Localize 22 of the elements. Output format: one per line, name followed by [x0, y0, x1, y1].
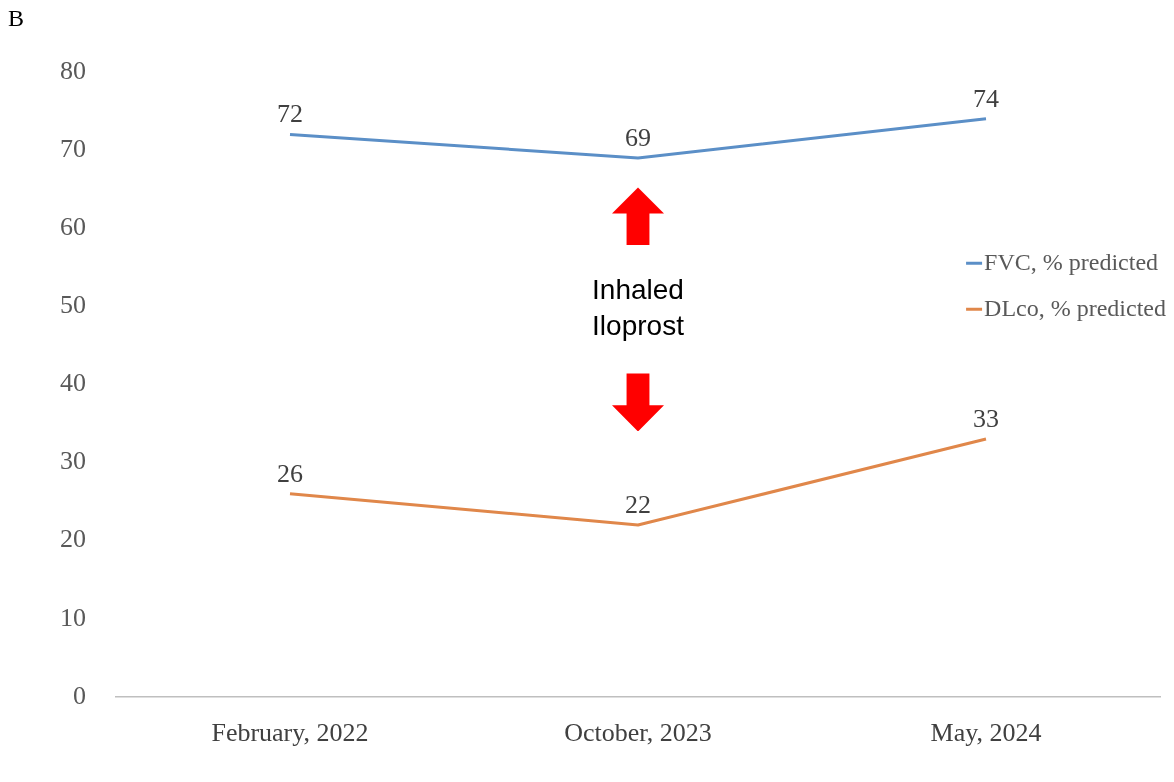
y-tick-label: 20: [60, 524, 86, 554]
text: B: [8, 5, 25, 32]
data-label: 74: [973, 83, 999, 113]
x-tick-label: May, 2024: [930, 718, 1042, 748]
y-tick-label: 70: [60, 133, 86, 163]
x-tick-label: October, 2023: [564, 718, 712, 748]
y-tick-label: 80: [60, 55, 86, 85]
x-tick-label: February, 2022: [211, 718, 369, 748]
y-tick-label: 40: [60, 368, 86, 398]
data-label: 33: [973, 403, 999, 433]
legend-label: DLco, % predicted: [984, 294, 1166, 321]
y-tick-label: 30: [60, 446, 86, 476]
data-label: 26: [277, 458, 303, 488]
y-tick-label: 0: [73, 680, 86, 710]
legend-label: FVC, % predicted: [984, 248, 1159, 275]
data-label: 69: [625, 122, 651, 152]
data-label: 22: [625, 489, 651, 519]
y-tick-label: 10: [60, 602, 86, 632]
y-tick-label: 60: [60, 212, 86, 242]
data-label: 72: [277, 99, 303, 129]
y-tick-label: 50: [60, 290, 86, 320]
annotation: Inhaled Iloprost: [592, 274, 685, 342]
